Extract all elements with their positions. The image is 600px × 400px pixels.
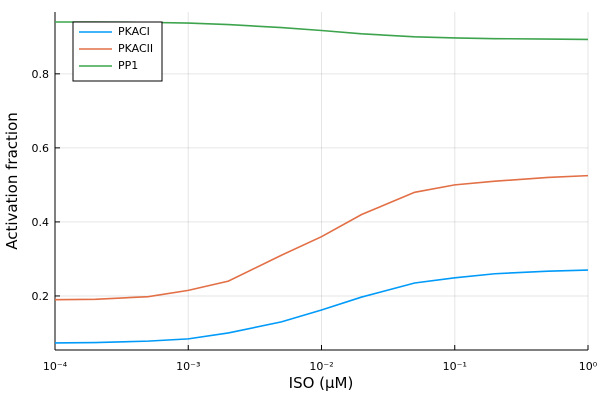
- series-line: [54, 174, 589, 301]
- y-tick-label: 0.6: [32, 142, 50, 155]
- y-tick-label: 0.8: [32, 68, 50, 81]
- y-tick-label: 0.4: [32, 216, 50, 229]
- x-tick-label: 10⁻²: [309, 360, 333, 373]
- x-tick-label: 10⁻⁴: [43, 360, 68, 373]
- y-axis-title: Activation fraction: [3, 112, 21, 249]
- legend-label: PKACII: [118, 42, 153, 55]
- y-tick-label: 0.2: [32, 290, 50, 303]
- series-line: [54, 269, 589, 344]
- x-tick-label: 10⁰: [579, 360, 598, 373]
- x-tick-label: 10⁻¹: [443, 360, 467, 373]
- legend-label: PP1: [118, 59, 138, 72]
- legend-label: PKACI: [118, 25, 150, 38]
- x-tick-label: 10⁻³: [176, 360, 200, 373]
- x-axis-title: ISO (μM): [289, 374, 354, 392]
